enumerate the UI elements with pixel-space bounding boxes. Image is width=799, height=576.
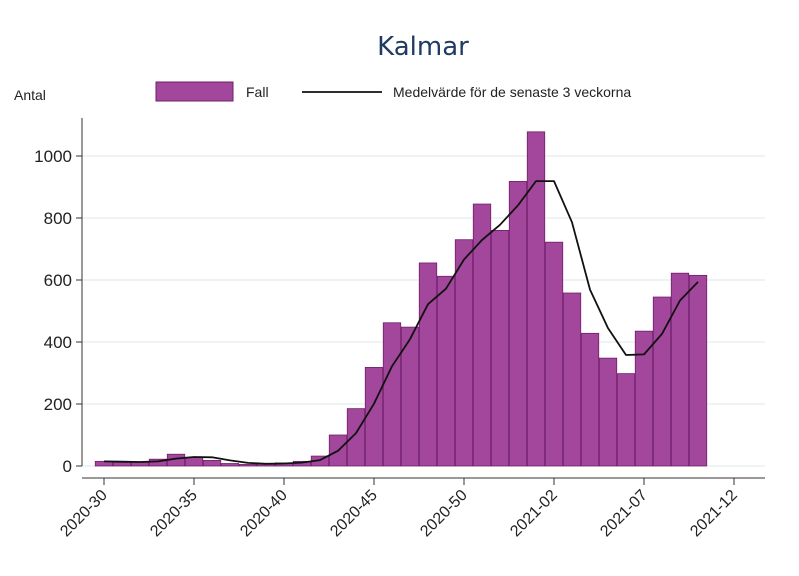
bar bbox=[220, 463, 240, 467]
bar bbox=[634, 330, 654, 467]
x-tick-label: 2021-07 bbox=[597, 487, 651, 541]
bar bbox=[382, 322, 402, 467]
bar bbox=[364, 367, 384, 467]
bar bbox=[580, 332, 600, 467]
x-tick-label: 2020-30 bbox=[57, 487, 111, 541]
y-tick-label: 800 bbox=[44, 209, 72, 228]
x-tick-label: 2020-40 bbox=[237, 487, 291, 541]
x-tick-label: 2021-02 bbox=[507, 487, 561, 541]
bar bbox=[94, 460, 114, 467]
x-tick-label: 2020-35 bbox=[147, 487, 201, 541]
bar bbox=[562, 292, 582, 467]
line-series-average bbox=[103, 180, 699, 465]
x-tick-label: 2020-50 bbox=[417, 487, 471, 541]
legend-label-fall: Fall bbox=[246, 84, 269, 100]
bar bbox=[184, 456, 204, 467]
x-tick-label: 2020-45 bbox=[327, 487, 381, 541]
x-tick-label: 2021-12 bbox=[687, 487, 741, 541]
bar bbox=[490, 229, 510, 467]
bar bbox=[400, 326, 420, 467]
bar bbox=[544, 241, 564, 467]
bar bbox=[688, 274, 708, 467]
bar bbox=[472, 203, 492, 467]
bar bbox=[112, 461, 132, 467]
x-ticks: 2020-30 2020-35 2020-40 2020-45 2020-50 2021-… bbox=[57, 478, 741, 540]
legend-label-average: Medelvärde för de senaste 3 veckorna bbox=[393, 84, 631, 100]
bar bbox=[598, 357, 618, 467]
bar bbox=[454, 239, 474, 467]
average-line bbox=[103, 180, 699, 465]
bar bbox=[202, 460, 222, 467]
y-tick-label: 200 bbox=[44, 395, 72, 414]
chart-title: Kalmar bbox=[377, 32, 469, 62]
bar bbox=[346, 408, 366, 467]
bar bbox=[238, 464, 258, 467]
y-tick-label: 600 bbox=[44, 271, 72, 290]
y-axis-label: Antal bbox=[14, 87, 46, 103]
bar bbox=[508, 181, 528, 467]
bar bbox=[616, 373, 636, 467]
bar bbox=[418, 262, 438, 467]
y-tick-label: 0 bbox=[63, 457, 72, 476]
y-tick-label: 400 bbox=[44, 333, 72, 352]
bar bbox=[670, 272, 690, 467]
y-ticks: 0 200 400 600 800 1000 bbox=[34, 147, 82, 476]
bar-series-fall bbox=[94, 131, 708, 467]
legend-swatch-fall bbox=[155, 81, 234, 102]
bar bbox=[526, 131, 546, 467]
axes bbox=[81, 118, 765, 479]
legend: Fall Medelvärde för de senaste 3 veckorn… bbox=[155, 81, 631, 102]
y-tick-label: 1000 bbox=[34, 147, 72, 166]
bar bbox=[436, 275, 456, 467]
